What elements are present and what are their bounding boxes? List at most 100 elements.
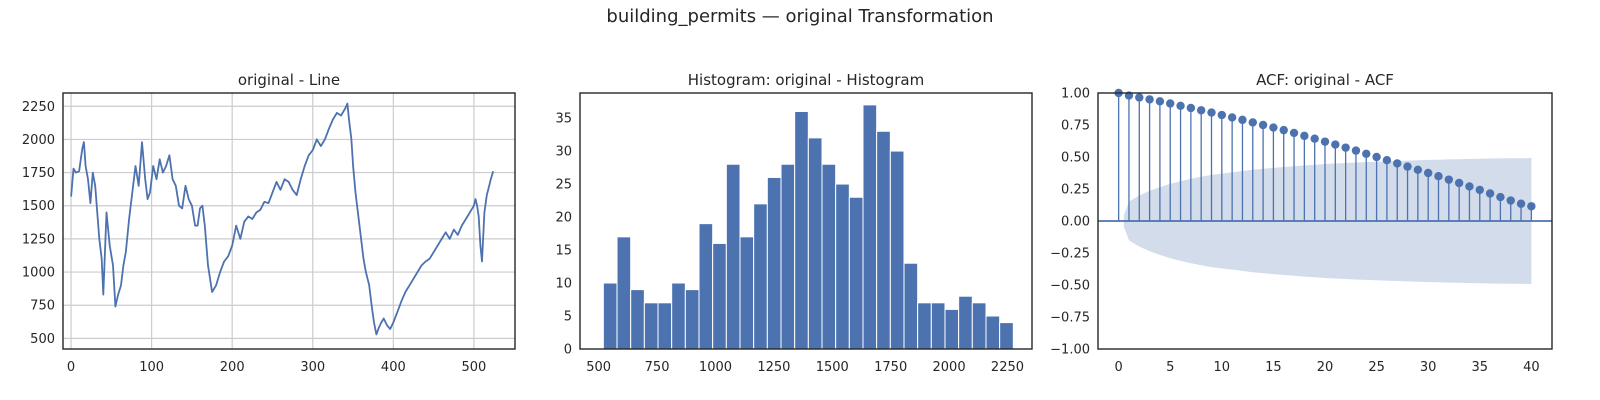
acf-marker-18 [1300, 131, 1309, 141]
acf-marker-9 [1207, 108, 1216, 117]
acf-marker-4 [1155, 97, 1165, 106]
x-tick-label-3: 300 [300, 360, 325, 375]
y-tick-label-5: 0.25 [1061, 183, 1090, 198]
y-tick-label-0: 500 [30, 332, 55, 347]
x-tick-label-7: 2250 [991, 360, 1024, 375]
acf-marker-30 [1423, 168, 1433, 178]
acf-marker-2 [1135, 93, 1144, 102]
acf-marker-28 [1403, 162, 1412, 171]
x-tick-label-5: 1750 [874, 360, 907, 375]
histogram-bar-14 [794, 110, 809, 350]
histogram-bar-15 [807, 137, 823, 350]
y-tick-label-5: 25 [555, 178, 572, 193]
histogram-bar-8 [712, 242, 727, 350]
y-tick-label-1: 750 [30, 299, 55, 314]
histogram-bar-22 [903, 262, 919, 350]
histogram-bar-11 [753, 203, 768, 350]
y-tick-label-6: 30 [555, 145, 572, 160]
y-tick-label-6: 2000 [22, 133, 55, 148]
acf-marker-26 [1382, 156, 1392, 165]
acf-marker-31 [1434, 172, 1443, 181]
y-tick-label-0: 0 [564, 343, 572, 358]
histogram-bar-4 [657, 302, 673, 350]
x-tick-label-4: 400 [381, 360, 406, 375]
x-tick-label-0: 500 [586, 360, 611, 375]
acf-marker-20 [1320, 137, 1330, 146]
x-tick-label-3: 15 [1265, 360, 1282, 375]
x-tick-label-6: 2000 [933, 360, 966, 375]
acf-marker-13 [1248, 118, 1257, 127]
x-tick-label-2: 200 [220, 360, 245, 375]
panel-title: original - Line [238, 71, 340, 89]
histogram-bar-27 [971, 302, 987, 350]
acf-marker-17 [1289, 128, 1299, 138]
acf-marker-7 [1186, 103, 1196, 113]
histogram-bar-29 [999, 322, 1014, 350]
acf-marker-11 [1227, 113, 1237, 122]
x-tick-label-3: 1250 [757, 360, 790, 375]
acf-marker-8 [1196, 106, 1206, 115]
histogram-bar-1 [616, 236, 632, 350]
histogram-bar-2 [630, 289, 645, 350]
y-tick-label-2: −0.50 [1050, 279, 1090, 294]
acf-marker-39 [1516, 199, 1526, 208]
y-tick-label-1: 5 [564, 310, 572, 325]
acf-marker-14 [1258, 120, 1268, 130]
acf-marker-16 [1279, 125, 1288, 135]
acf-marker-27 [1393, 159, 1402, 168]
x-tick-label-4: 1500 [816, 360, 849, 375]
acf-marker-34 [1465, 182, 1474, 191]
y-tick-label-4: 0.00 [1061, 215, 1090, 230]
axes-frame [1097, 92, 1553, 350]
x-tick-label-5: 500 [461, 360, 486, 375]
y-tick-label-1: −0.75 [1050, 311, 1090, 326]
histogram-bar-13 [780, 163, 796, 350]
y-tick-label-2: 1000 [22, 266, 55, 281]
histogram-bar-25 [944, 308, 960, 350]
axes-frame [579, 92, 1033, 350]
series-line [70, 102, 495, 336]
acf-marker-3 [1145, 95, 1154, 104]
acf-marker-10 [1217, 110, 1227, 120]
x-tick-label-5: 25 [1368, 360, 1385, 375]
acf-marker-5 [1166, 99, 1175, 108]
acf-panel: ACF: original - ACF 0 5 10 15 20 25 30 35 40 −1.00… [1050, 71, 1553, 375]
acf-marker-19 [1310, 134, 1319, 143]
acf-marker-37 [1496, 192, 1505, 202]
acf-marker-24 [1362, 149, 1371, 158]
acf-marker-29 [1413, 165, 1423, 174]
histogram-bar-9 [725, 163, 741, 350]
y-tick-label-6: 0.50 [1061, 151, 1090, 166]
x-tick-label-6: 30 [1420, 360, 1437, 375]
y-tick-label-0: −1.00 [1050, 343, 1090, 358]
acf-marker-36 [1485, 189, 1495, 198]
y-tick-label-7: 2250 [22, 100, 55, 115]
histogram-bar-19 [862, 104, 878, 350]
figure-title: building_permits — original Transformati… [606, 6, 993, 27]
histogram-bar-28 [985, 315, 1001, 350]
line-panel: original - Line 0 100 200 300 400 500 500 750 100… [22, 71, 516, 375]
histogram-bar-3 [643, 302, 659, 350]
histogram-bar-18 [848, 196, 864, 350]
x-tick-label-8: 40 [1523, 360, 1540, 375]
histogram-bar-16 [821, 163, 837, 350]
histogram-bar-6 [684, 289, 700, 350]
acf-marker-32 [1444, 175, 1454, 184]
x-tick-label-0: 0 [67, 360, 75, 375]
acf-marker-38 [1506, 196, 1515, 205]
y-tick-label-3: 15 [555, 244, 572, 259]
acf-marker-12 [1238, 115, 1247, 125]
acf-marker-15 [1269, 123, 1278, 132]
histogram-bar-23 [917, 302, 932, 350]
y-tick-label-2: 10 [555, 277, 572, 292]
acf-marker-25 [1372, 152, 1381, 162]
panel-title: ACF: original - ACF [1256, 71, 1394, 89]
x-tick-label-2: 1000 [699, 360, 732, 375]
y-tick-label-3: 1250 [22, 232, 55, 247]
acf-marker-21 [1331, 140, 1340, 149]
histogram-bar-21 [889, 150, 905, 350]
histogram-bar-26 [958, 295, 973, 350]
y-tick-label-7: 35 [555, 112, 572, 127]
